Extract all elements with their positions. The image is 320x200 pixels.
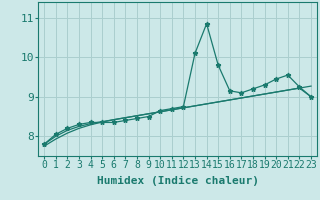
X-axis label: Humidex (Indice chaleur): Humidex (Indice chaleur): [97, 176, 259, 186]
